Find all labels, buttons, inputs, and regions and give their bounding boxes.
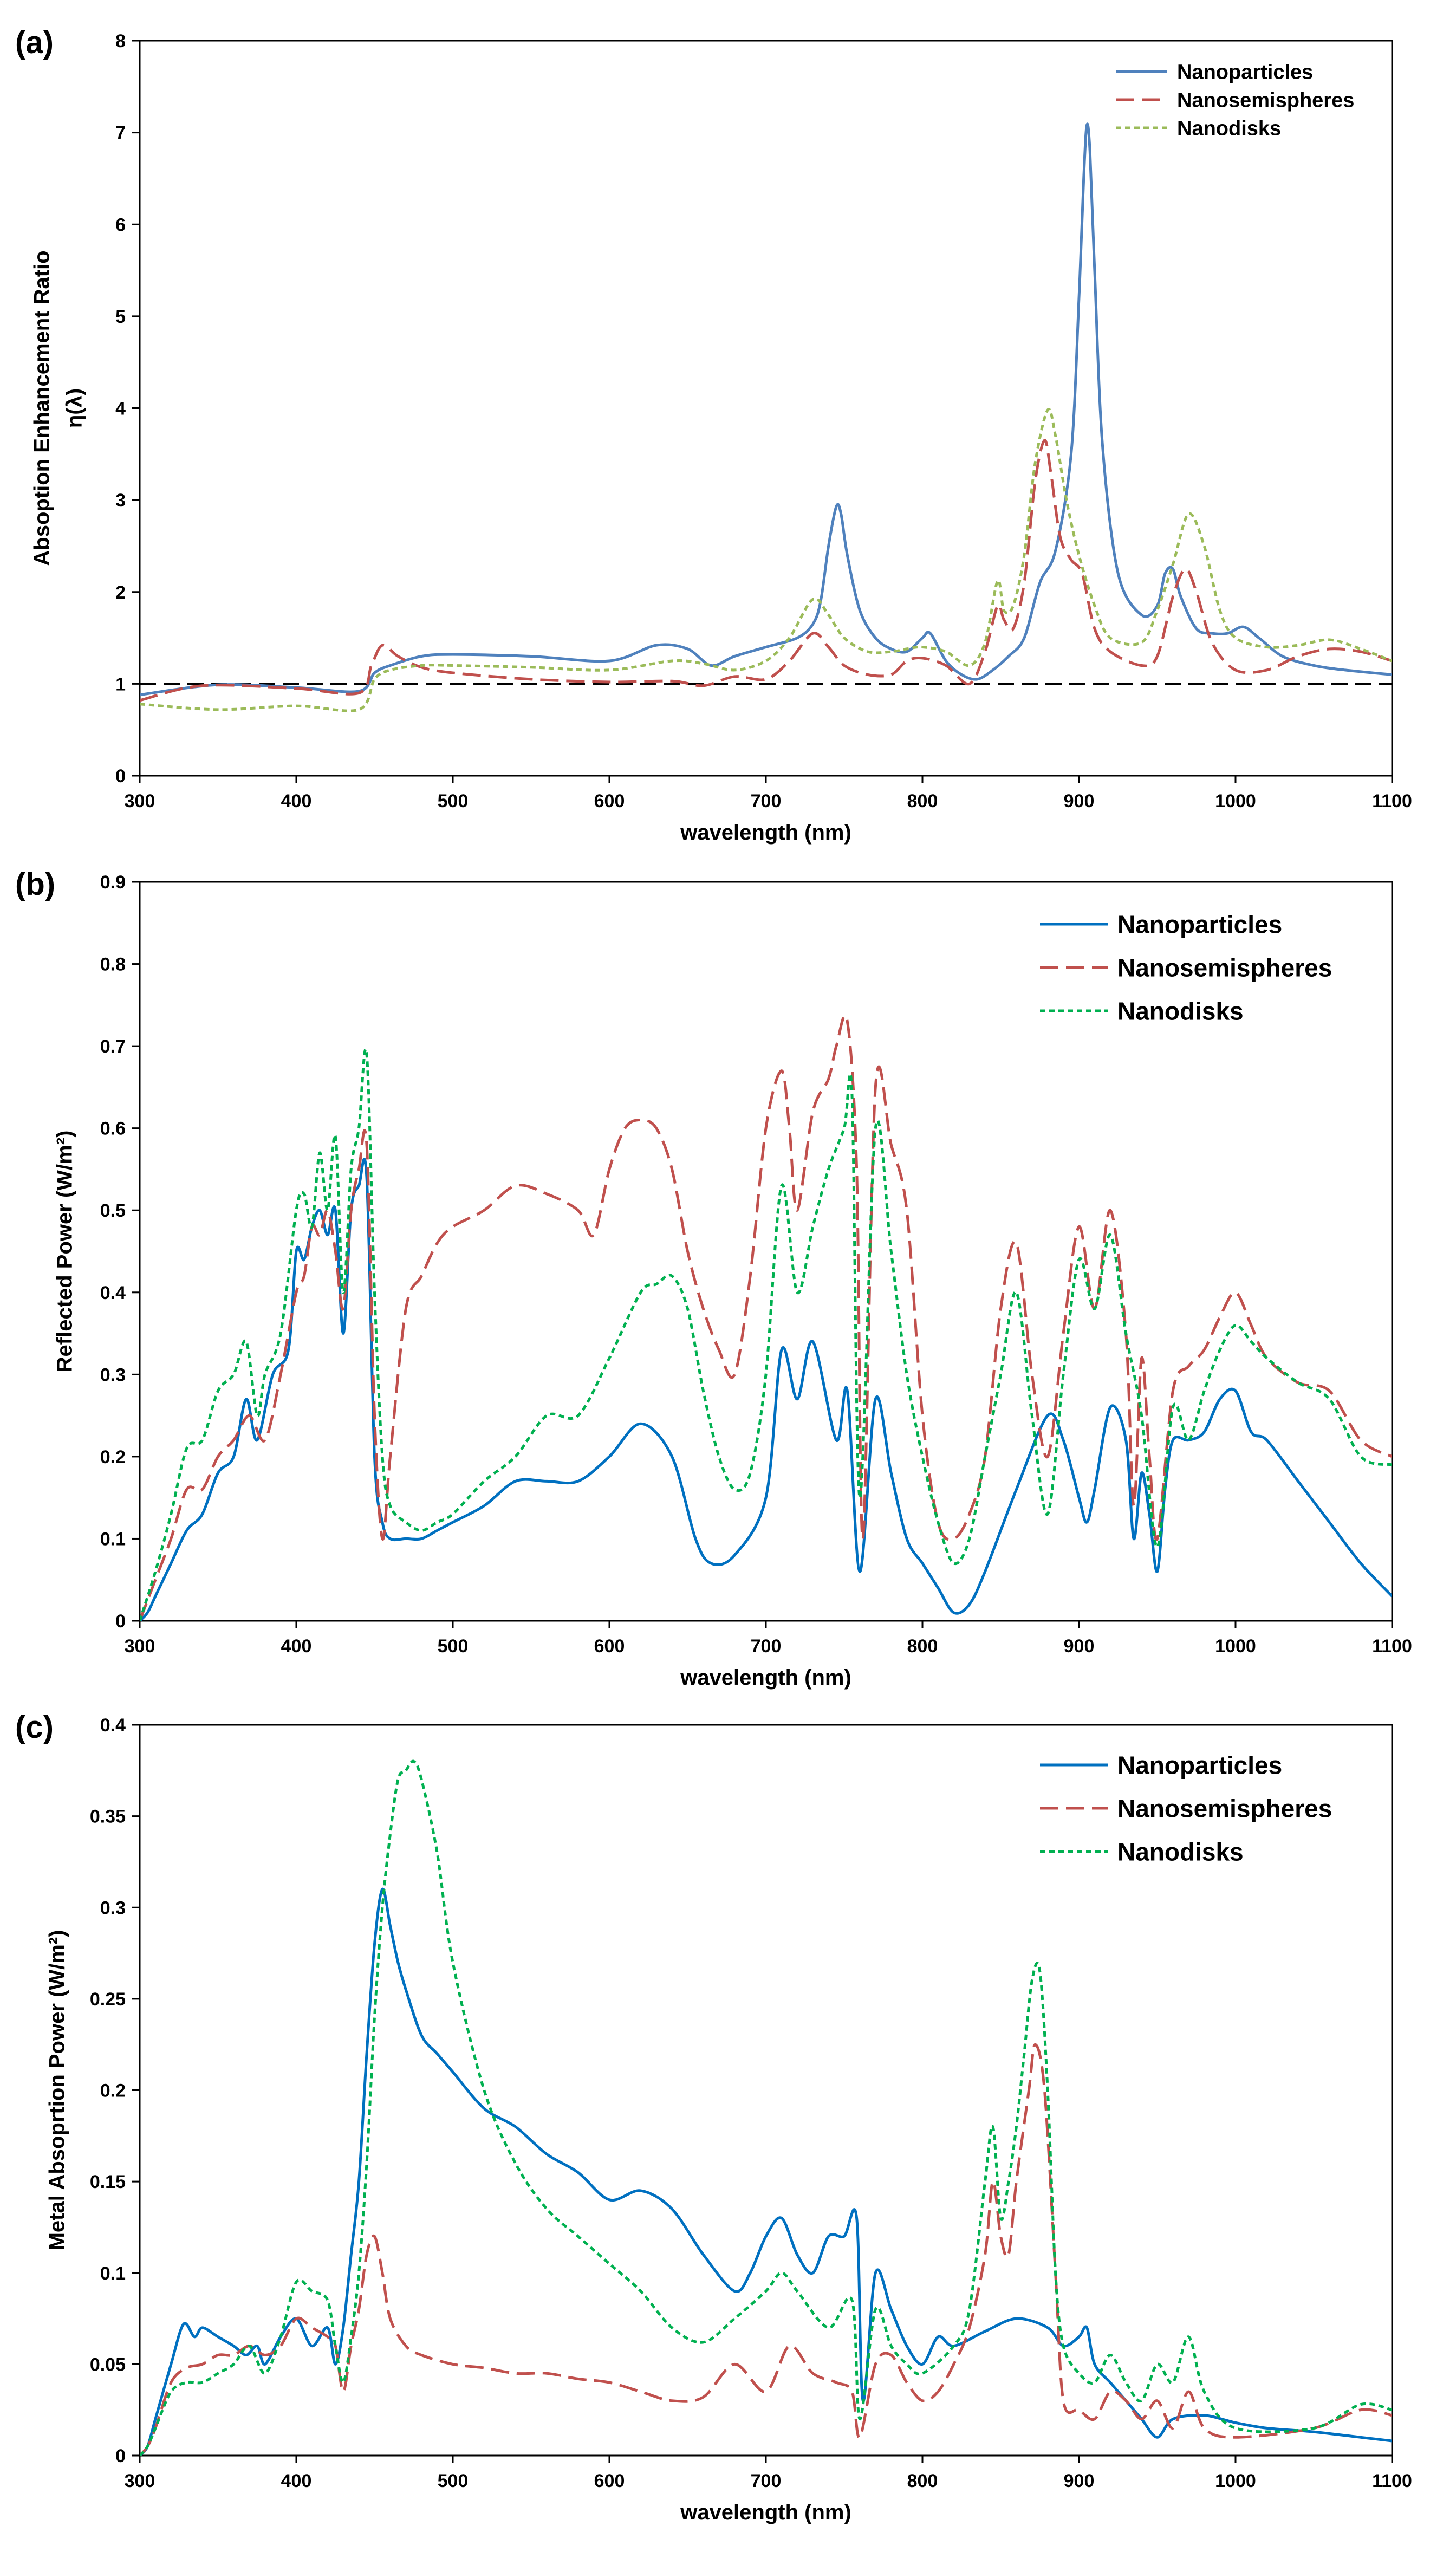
x-tick-label: 900 bbox=[1064, 791, 1095, 811]
y-tick-label: 0.4 bbox=[100, 1715, 126, 1736]
panel-label: (b) bbox=[15, 867, 55, 902]
x-tick-label: 600 bbox=[594, 2471, 625, 2491]
x-tick-label: 800 bbox=[907, 2471, 938, 2491]
legend-label: Nanodisks bbox=[1117, 1838, 1244, 1866]
y-tick-label: 0 bbox=[115, 2446, 126, 2466]
series-line-nanosemispheres bbox=[140, 439, 1392, 702]
x-tick-label: 600 bbox=[594, 1636, 625, 1657]
y-tick-label: 0.1 bbox=[100, 2263, 126, 2284]
y-tick-label: 2 bbox=[115, 582, 126, 603]
y-axis-title: Reflected Power (W/m²) bbox=[53, 1131, 77, 1373]
panel-label: (a) bbox=[15, 25, 54, 60]
y-tick-label: 0.05 bbox=[90, 2354, 126, 2375]
x-tick-label: 400 bbox=[281, 1636, 312, 1657]
legend-label: Nanodisks bbox=[1177, 118, 1281, 140]
x-axis-title: wavelength (nm) bbox=[680, 2501, 851, 2524]
x-tick-label: 600 bbox=[594, 791, 625, 811]
y-tick-label: 0.3 bbox=[100, 1898, 126, 1918]
y-tick-label: 0 bbox=[115, 766, 126, 787]
x-tick-label: 300 bbox=[125, 791, 155, 811]
panel-label: (c) bbox=[15, 1710, 54, 1745]
x-tick-label: 300 bbox=[125, 2471, 155, 2491]
x-tick-label: 1100 bbox=[1372, 1636, 1412, 1657]
chart-panel-a: (a) 300 400 500 600 700 800 900 1000 1100 0 1 2 3 4 5 6 7… bbox=[15, 25, 1412, 845]
legend: Nanoparticles Nanosemispheres Nanodisks bbox=[1116, 61, 1354, 140]
series-line-nanoparticles bbox=[140, 1887, 1392, 2456]
x-tick-label: 400 bbox=[281, 791, 312, 811]
x-tick-label: 500 bbox=[438, 2471, 469, 2491]
y-tick-label: 1 bbox=[115, 674, 126, 694]
legend-label: Nanosemispheres bbox=[1117, 954, 1332, 982]
series-line-nanodisks bbox=[140, 408, 1392, 712]
y-tick-label: 3 bbox=[115, 490, 126, 511]
y-tick-label: 0.35 bbox=[90, 1807, 126, 1827]
y-tick-label: 7 bbox=[115, 123, 126, 144]
x-tick-label: 1000 bbox=[1215, 2471, 1256, 2491]
y-tick-label: 6 bbox=[115, 215, 126, 235]
series-line-nanosemispheres bbox=[140, 1014, 1392, 1621]
series-line-nanoparticles bbox=[140, 122, 1392, 697]
plot-frame bbox=[139, 1724, 1393, 2457]
chart-panel-c: (c) 300 400 500 600 700 800 900 1000 1100 0 0.05 0.1… bbox=[15, 1710, 1412, 2524]
y-tick-label: 0.9 bbox=[100, 872, 126, 893]
y-tick-label: 0.6 bbox=[100, 1119, 126, 1139]
legend: Nanoparticles Nanosemispheres Nanodisks bbox=[1040, 1751, 1332, 1866]
y-axis-title: Absoption Enhancement Ratio bbox=[30, 250, 54, 566]
legend-label: Nanoparticles bbox=[1117, 911, 1282, 939]
x-tick-label: 900 bbox=[1064, 2471, 1095, 2491]
legend-label: Nanosemispheres bbox=[1177, 89, 1354, 112]
chart-panel-b: (b) 300 400 500 600 700 800 900 1000 1100 0 0.1 0.2 0… bbox=[15, 867, 1412, 1690]
y-tick-label: 0.4 bbox=[100, 1283, 126, 1303]
series-line-nanodisks bbox=[140, 1759, 1392, 2456]
y-tick-label: 0.15 bbox=[90, 2172, 126, 2192]
y-tick-label: 0.7 bbox=[100, 1036, 126, 1057]
x-tick-label: 700 bbox=[751, 791, 782, 811]
plot-frame bbox=[139, 40, 1393, 777]
x-tick-label: 700 bbox=[751, 1636, 782, 1657]
x-tick-label: 500 bbox=[438, 1636, 469, 1657]
plot-frame bbox=[139, 881, 1393, 1622]
y-tick-label: 4 bbox=[115, 399, 126, 419]
legend-label: Nanosemispheres bbox=[1117, 1795, 1332, 1823]
x-tick-label: 700 bbox=[751, 2471, 782, 2491]
legend: Nanoparticles Nanosemispheres Nanodisks bbox=[1040, 911, 1332, 1025]
x-tick-label: 1000 bbox=[1215, 1636, 1256, 1657]
y-tick-label: 0.2 bbox=[100, 2081, 126, 2101]
y-tick-label: 0.8 bbox=[100, 954, 126, 975]
y-axis-title: Metal Absoprtion Power (W/m²) bbox=[46, 1930, 69, 2251]
x-tick-label: 1100 bbox=[1372, 791, 1412, 811]
x-tick-label: 300 bbox=[125, 1636, 155, 1657]
y-tick-label: 8 bbox=[115, 31, 126, 51]
x-tick-label: 400 bbox=[281, 2471, 312, 2491]
x-tick-label: 1000 bbox=[1215, 791, 1256, 811]
x-tick-label: 500 bbox=[438, 791, 469, 811]
legend-label: Nanoparticles bbox=[1177, 61, 1313, 84]
series-line-nanosemispheres bbox=[140, 2043, 1392, 2456]
x-axis-title: wavelength (nm) bbox=[680, 1666, 851, 1690]
y-axis-title: η(λ) bbox=[63, 388, 87, 428]
x-axis-title: wavelength (nm) bbox=[680, 821, 851, 845]
legend-label: Nanodisks bbox=[1117, 997, 1244, 1025]
y-tick-label: 0.3 bbox=[100, 1365, 126, 1385]
y-tick-label: 5 bbox=[115, 307, 126, 327]
y-tick-label: 0.25 bbox=[90, 1989, 126, 2010]
x-tick-label: 800 bbox=[907, 791, 938, 811]
series-line-nanodisks bbox=[140, 1048, 1392, 1621]
x-tick-label: 1100 bbox=[1372, 2471, 1412, 2491]
x-tick-label: 900 bbox=[1064, 1636, 1095, 1657]
legend-label: Nanoparticles bbox=[1117, 1751, 1282, 1780]
y-tick-label: 0 bbox=[115, 1611, 126, 1632]
y-tick-label: 0.5 bbox=[100, 1200, 126, 1221]
y-tick-label: 0.1 bbox=[100, 1529, 126, 1549]
y-tick-label: 0.2 bbox=[100, 1447, 126, 1467]
x-tick-label: 800 bbox=[907, 1636, 938, 1657]
